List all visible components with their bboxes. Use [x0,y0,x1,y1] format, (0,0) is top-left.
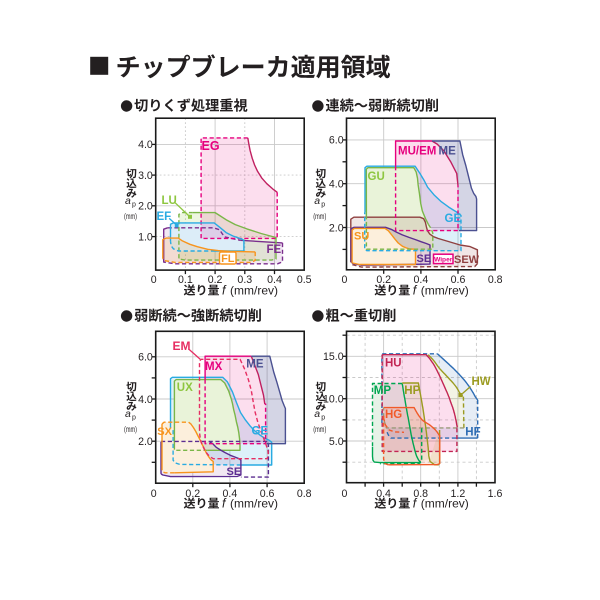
svg-text:SE: SE [227,466,242,478]
svg-text:0: 0 [342,274,348,286]
svg-text:4.0: 4.0 [329,179,344,191]
svg-text:a: a [314,408,320,420]
svg-text:2.0: 2.0 [329,222,344,234]
svg-text:GU: GU [368,171,385,183]
svg-text:0.8: 0.8 [488,274,503,286]
svg-text:0.3: 0.3 [237,274,252,286]
svg-text:SE: SE [417,253,432,265]
svg-text:p: p [132,202,136,209]
svg-text:SU: SU [354,231,369,243]
svg-text:0.2: 0.2 [185,488,200,500]
svg-text:EM: EM [173,339,191,353]
svg-text:0.4: 0.4 [223,488,238,500]
svg-text:2.0: 2.0 [138,436,153,448]
svg-text:(mm): (mm) [313,211,326,221]
svg-text:(mm/rev): (mm/rev) [230,497,278,511]
svg-text:UX: UX [177,382,193,394]
svg-text:(mm/rev): (mm/rev) [421,284,469,298]
svg-text:f: f [222,497,227,511]
svg-text:4.0: 4.0 [138,394,153,406]
svg-text:FL: FL [221,253,235,265]
svg-text:EG: EG [202,139,220,153]
svg-text:(mm): (mm) [124,211,137,221]
svg-text:1.6: 1.6 [488,488,503,500]
svg-text:0.2: 0.2 [208,274,223,286]
svg-text:6.0: 6.0 [329,135,344,147]
svg-text:0.4: 0.4 [267,274,282,286]
svg-text:6.0: 6.0 [138,352,153,364]
svg-text:0: 0 [342,488,348,500]
svg-text:p: p [321,202,325,209]
svg-text:LU: LU [162,195,177,207]
svg-text:a: a [125,408,131,420]
svg-text:0.4: 0.4 [376,488,391,500]
svg-text:(mm): (mm) [124,424,137,434]
svg-text:(mm/rev): (mm/rev) [421,497,469,511]
svg-text:0.4: 0.4 [414,274,429,286]
svg-text:SEW: SEW [454,254,480,266]
svg-text:15.0: 15.0 [323,351,344,363]
svg-text:p: p [321,415,325,422]
svg-text:3.0: 3.0 [138,170,153,182]
svg-text:HP: HP [404,385,420,397]
svg-text:4.0: 4.0 [138,139,153,151]
svg-text:HF: HF [465,426,480,438]
svg-text:1.0: 1.0 [138,231,153,243]
svg-text:HU: HU [385,357,402,369]
svg-text:(mm): (mm) [313,424,326,434]
svg-text:p: p [132,415,136,422]
svg-text:MP: MP [374,385,392,397]
svg-text:MU/EM: MU/EM [398,146,436,158]
svg-text:ME: ME [246,358,264,370]
svg-text:GE: GE [445,213,462,225]
svg-text:0.6: 0.6 [451,274,466,286]
svg-text:0.1: 0.1 [178,274,193,286]
svg-text:FE: FE [267,244,282,256]
svg-text:f: f [413,284,418,298]
svg-text:EF: EF [157,211,172,223]
svg-text:MX: MX [205,361,223,373]
svg-text:0: 0 [151,274,157,286]
svg-text:ME: ME [439,146,457,158]
svg-text:1.2: 1.2 [451,488,466,500]
svg-text:2.0: 2.0 [138,201,153,213]
svg-text:SX: SX [157,426,172,438]
svg-text:10.0: 10.0 [323,394,344,406]
svg-text:a: a [125,195,131,207]
svg-text:0.2: 0.2 [376,274,391,286]
svg-text:Wiper: Wiper [434,257,453,264]
svg-text:(mm/rev): (mm/rev) [230,284,278,298]
svg-text:0: 0 [151,488,157,500]
svg-text:a: a [314,195,320,207]
svg-text:0.8: 0.8 [413,488,428,500]
svg-text:HW: HW [472,376,491,388]
svg-text:GE: GE [252,426,269,438]
svg-text:0.6: 0.6 [260,488,275,500]
svg-text:0.8: 0.8 [297,488,312,500]
svg-text:0.5: 0.5 [297,274,312,286]
svg-text:f: f [222,284,227,298]
svg-text:HG: HG [385,409,402,421]
svg-text:f: f [413,497,418,511]
svg-text:5.0: 5.0 [329,436,344,448]
